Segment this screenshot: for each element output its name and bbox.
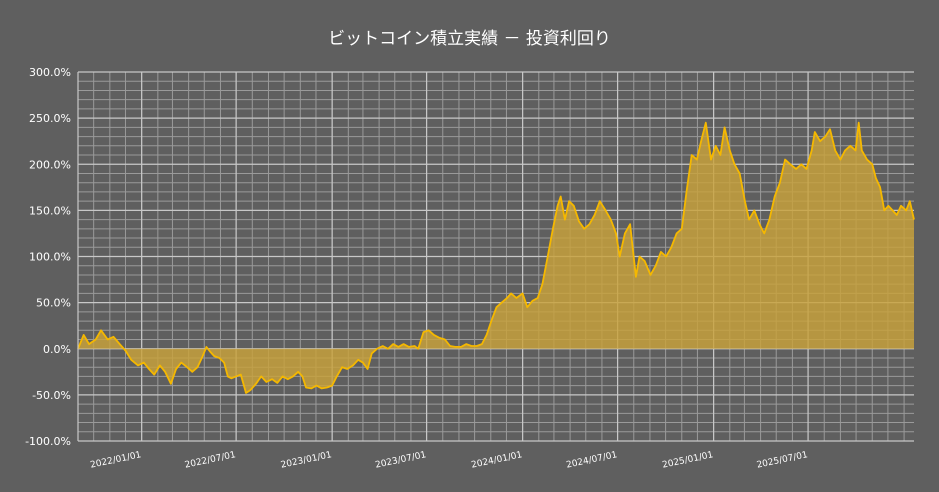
y-tick-label: 100.0% [29,251,71,264]
x-tick-label: 2024/07/01 [565,450,618,471]
series-area [78,122,914,393]
x-tick-label: 2023/07/01 [374,450,427,471]
y-tick-label: -50.0% [32,389,71,402]
x-tick-label: 2023/01/01 [280,450,333,471]
x-tick-label: 2022/07/01 [184,450,237,471]
y-tick-label: 0.0% [43,343,71,356]
x-tick-label: 2022/01/01 [89,450,142,471]
y-tick-label: 200.0% [29,158,71,171]
y-tick-label: 250.0% [29,112,71,125]
y-tick-label: 150.0% [29,204,71,217]
x-tick-label: 2025/07/01 [756,450,809,471]
series-line [77,121,915,394]
x-tick-label: 2024/01/01 [470,450,523,471]
y-tick-label: 300.0% [29,66,71,79]
y-tick-label: -100.0% [25,435,71,448]
chart-title: ビットコイン積立実績 － 投資利回り [328,29,611,49]
x-tick-label: 2025/01/01 [661,450,714,471]
y-tick-label: 50.0% [36,297,71,310]
